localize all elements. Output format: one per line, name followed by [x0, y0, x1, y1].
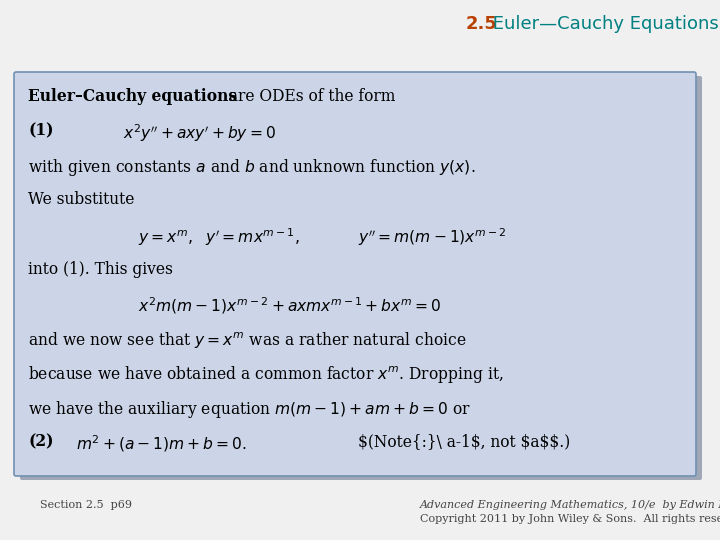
- Text: (2): (2): [28, 433, 53, 450]
- Text: into (1). This gives: into (1). This gives: [28, 260, 173, 278]
- Text: $x^2y'' + axy' + by = 0$: $x^2y'' + axy' + by = 0$: [123, 123, 276, 144]
- Text: (1): (1): [28, 123, 53, 139]
- Text: We substitute: We substitute: [28, 192, 135, 208]
- Text: because we have obtained a common factor $x^m$. Dropping it,: because we have obtained a common factor…: [28, 364, 504, 385]
- Text: we have the auxiliary equation $m(m-1) + am + b = 0$ or: we have the auxiliary equation $m(m-1) +…: [28, 399, 471, 420]
- Text: $y'' = m(m-1)x^{m-2}$: $y'' = m(m-1)x^{m-2}$: [358, 226, 507, 248]
- Text: $m^2 + (a-1)m + b = 0.$: $m^2 + (a-1)m + b = 0.$: [76, 433, 247, 454]
- FancyBboxPatch shape: [20, 76, 702, 480]
- Text: $x^2m(m-1)x^{m-2} + axmx^{m-1} + bx^m = 0$: $x^2m(m-1)x^{m-2} + axmx^{m-1} + bx^m = …: [138, 295, 441, 316]
- Text: Euler—Cauchy Equations: Euler—Cauchy Equations: [487, 15, 719, 33]
- Text: Euler–Cauchy equations: Euler–Cauchy equations: [28, 88, 237, 105]
- Text: $y = x^m,\ \ y' = mx^{m-1},$: $y = x^m,\ \ y' = mx^{m-1},$: [138, 226, 300, 248]
- Text: and we now see that $y = x^m$ was a rather natural choice: and we now see that $y = x^m$ was a rath…: [28, 329, 467, 349]
- Text: $(Note{:}\ a-1$, not $a$$.): $(Note{:}\ a-1$, not $a$$.): [358, 433, 570, 450]
- Text: 2.5: 2.5: [466, 15, 498, 33]
- Text: Section 2.5  p69: Section 2.5 p69: [40, 500, 132, 510]
- Text: Advanced Engineering Mathematics, 10/e  by Edwin Kreyszig: Advanced Engineering Mathematics, 10/e b…: [420, 500, 720, 510]
- Text: with given constants $a$ and $b$ and unknown function $y(x)$.: with given constants $a$ and $b$ and unk…: [28, 157, 475, 178]
- FancyBboxPatch shape: [14, 72, 696, 476]
- Text: are ODEs of the form: are ODEs of the form: [224, 88, 395, 105]
- Text: Copyright 2011 by John Wiley & Sons.  All rights reserved.: Copyright 2011 by John Wiley & Sons. All…: [420, 514, 720, 524]
